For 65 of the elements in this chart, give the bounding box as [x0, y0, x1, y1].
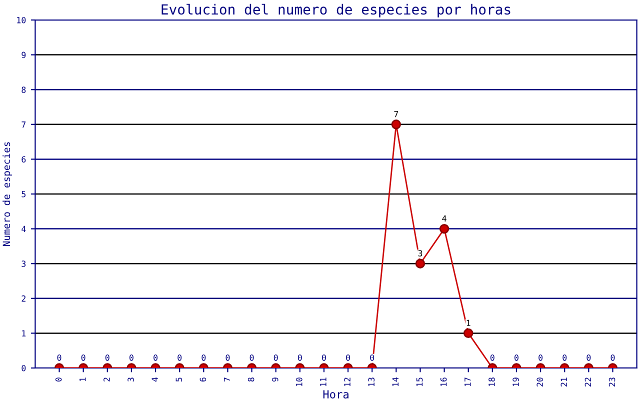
data-label: 0	[322, 354, 326, 361]
y-tick-label: 7	[22, 122, 26, 128]
x-tick-label: 1	[80, 378, 86, 382]
x-tick-label: 17	[464, 378, 471, 386]
data-label: 7	[394, 111, 398, 118]
data-label: 0	[298, 354, 302, 361]
point	[439, 224, 450, 234]
x-tick-label: 16	[440, 378, 447, 386]
y-tick-label: 8	[22, 86, 26, 93]
data-label: 0	[250, 354, 254, 361]
y-tick-label: 2	[22, 295, 26, 302]
data-label: 0	[346, 354, 350, 361]
x-tick-label: 13	[368, 378, 375, 386]
data-label: 0	[178, 354, 182, 361]
y-tick-label: 1	[22, 330, 26, 336]
x-tick-label: 15	[416, 378, 423, 386]
data-label: 0	[202, 354, 206, 361]
x-tick-label: 0	[55, 378, 62, 382]
point	[391, 120, 402, 130]
data-label: 0	[514, 354, 518, 361]
x-tick-label: 14	[392, 377, 398, 386]
y-tick-label: 5	[22, 191, 26, 198]
x-tick-label: 4	[152, 377, 158, 382]
y-tick-label: 9	[22, 52, 26, 58]
y-tick-label: 10	[17, 17, 26, 24]
x-axis-title: Hora	[323, 390, 348, 398]
data-label: 0	[538, 354, 543, 361]
x-tick-label: 5	[176, 378, 182, 382]
y-tick-label: 0	[22, 365, 26, 372]
x-tick-label: 10	[296, 378, 302, 386]
data-label: 0	[154, 354, 158, 361]
x-tick-label: 23	[608, 378, 616, 386]
x-tick-label: 19	[512, 378, 519, 386]
x-tick-label: 6	[200, 378, 206, 382]
data-label: 0	[81, 354, 86, 361]
data-label: 0	[129, 354, 134, 361]
data-label: 0	[105, 354, 110, 361]
x-tick-label: 18	[488, 378, 495, 386]
x-tick-label: 7	[224, 378, 230, 382]
y-tick-label: 6	[22, 156, 26, 163]
x-tick-label: 2	[104, 378, 110, 382]
data-label: 0	[586, 354, 591, 361]
y-axis-title: Numero de especies	[2, 142, 12, 246]
data-label: 0	[490, 354, 494, 361]
data-label: 0	[226, 354, 230, 361]
x-tick-label: 12	[344, 378, 350, 386]
x-tick-label: 20	[536, 378, 543, 386]
data-label: 0	[57, 354, 62, 361]
x-tick-label: 3	[128, 378, 134, 382]
data-label: 1	[466, 320, 470, 326]
data-label: 3	[418, 250, 422, 256]
x-tick-label: 21	[560, 378, 567, 386]
y-tick-label: 4	[22, 226, 26, 232]
point	[415, 258, 426, 268]
y-tick-label: 3	[22, 260, 26, 267]
x-tick-label: 8	[248, 378, 254, 382]
data-label: 0	[610, 354, 615, 361]
data-label: 0	[274, 354, 278, 361]
chart-title: Evolucion del numero de especies por horas	[162, 4, 510, 18]
x-tick-label: 11	[320, 378, 326, 386]
x-tick-label: 22	[584, 378, 591, 386]
data-label: 0	[562, 354, 567, 361]
data-label: 4	[442, 215, 446, 222]
data-label: 0	[370, 354, 374, 361]
x-tick-label: 9	[272, 378, 278, 382]
